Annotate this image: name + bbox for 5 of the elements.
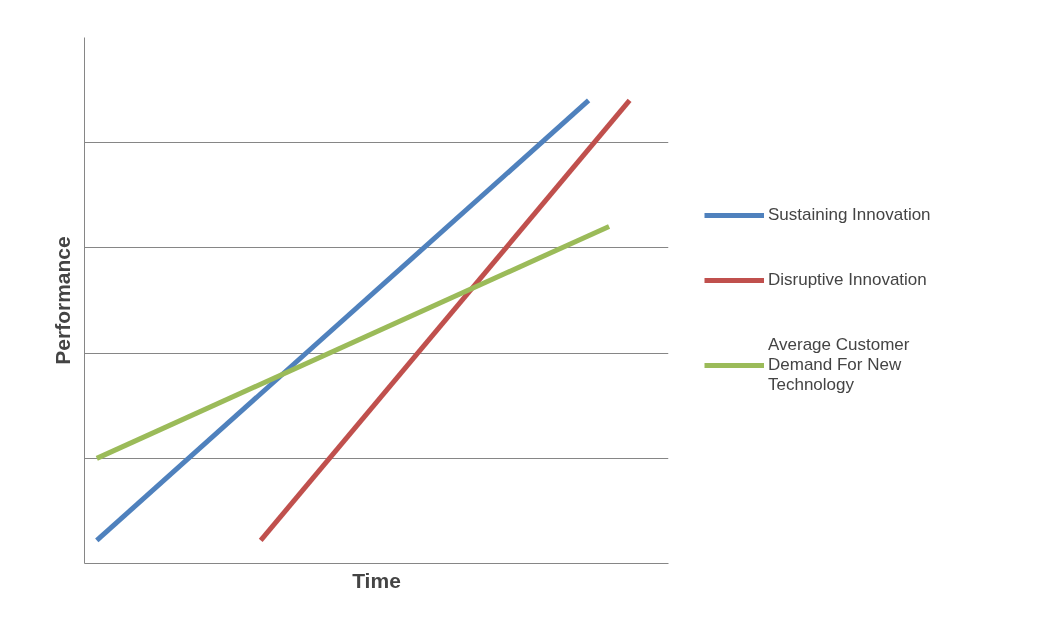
y-axis-title: Performance: [50, 236, 74, 365]
x-axis-title: Time: [352, 568, 401, 592]
legend-label: Sustaining Innovation: [768, 205, 931, 225]
legend-label: Disruptive Innovation: [768, 270, 927, 290]
legend-label: Average Customer Demand For New Technology: [768, 335, 910, 395]
